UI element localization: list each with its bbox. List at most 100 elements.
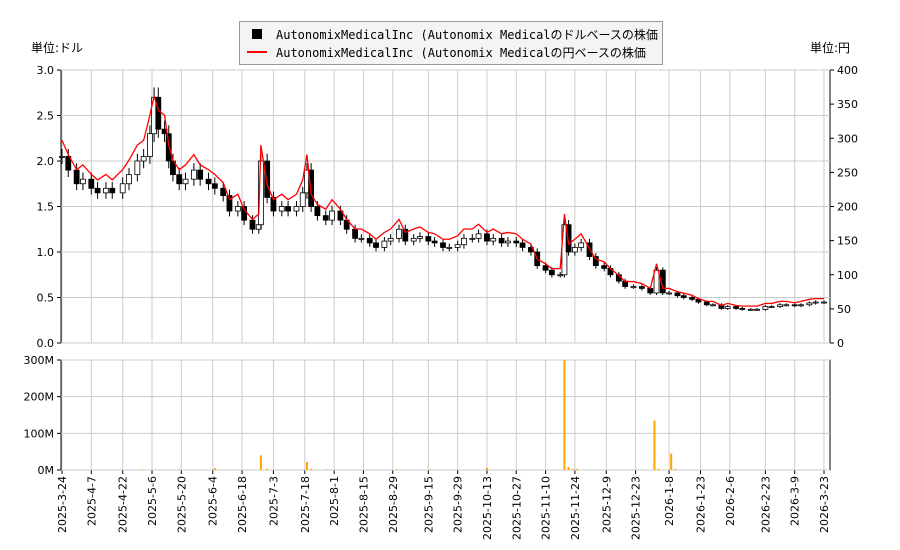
legend: AutonomixMedicalInc (Autonomix Medicalのド…	[239, 21, 663, 65]
x-tick-label: 2025-11-24	[569, 476, 582, 540]
x-tick-label: 2026-1-23	[694, 476, 707, 533]
candle	[155, 96, 162, 130]
candle	[542, 265, 549, 271]
volume-panel	[60, 359, 831, 471]
left-y-tick-label: 2.5	[37, 110, 55, 123]
candle	[504, 240, 511, 244]
candle	[454, 244, 461, 248]
candle	[337, 210, 344, 221]
left-y-tick-label: 1.5	[37, 201, 55, 214]
candle	[65, 156, 72, 171]
volume-bar	[305, 461, 308, 470]
x-tick-label: 2025-9-15	[422, 476, 435, 533]
candle	[724, 306, 731, 309]
candle	[293, 206, 300, 212]
candle	[768, 306, 775, 309]
x-tick-label: 2025-7-18	[299, 476, 312, 533]
candle	[498, 237, 505, 244]
x-tick-label: 2026-2-23	[759, 476, 772, 533]
left-y-tick-label: 3.0	[37, 64, 55, 77]
volume-bar	[140, 469, 143, 470]
x-tick-label: 2026-2-6	[724, 476, 737, 526]
candle	[791, 304, 798, 307]
candle	[73, 169, 80, 185]
candle	[190, 169, 197, 180]
volume-bar	[266, 468, 269, 470]
candle	[402, 228, 409, 242]
candle	[103, 187, 109, 194]
x-tick-label: 2025-8-15	[357, 476, 370, 533]
candle	[387, 237, 394, 242]
right-y-tick-label: 350	[837, 98, 858, 111]
x-tick-label: 2025-3-24	[56, 476, 69, 533]
right-y-tick-label: 50	[837, 303, 851, 316]
candle	[680, 295, 687, 298]
left-y-tick-label: 2.0	[37, 155, 55, 168]
candle	[322, 215, 329, 221]
legend-label: AutonomixMedicalInc (Autonomix Medicalのド…	[276, 27, 658, 42]
x-tick-label: 2025-12-9	[600, 476, 613, 533]
volume-bar	[670, 453, 673, 470]
candle	[806, 302, 813, 306]
candle	[659, 269, 666, 294]
candle	[373, 242, 379, 248]
candle	[425, 236, 432, 242]
candle	[754, 308, 760, 311]
candle	[475, 233, 482, 239]
candle	[440, 242, 446, 248]
x-tick-label: 2025-8-29	[387, 476, 400, 533]
x-tick-label: 2025-5-20	[175, 476, 188, 533]
x-tick-label: 2025-5-6	[146, 476, 159, 526]
volume-bar	[310, 468, 313, 470]
candle	[197, 169, 204, 180]
candle	[571, 247, 578, 253]
right-y-tick-label: 0	[837, 337, 844, 350]
candle	[396, 228, 402, 239]
x-tick-label: 2025-10-27	[510, 476, 523, 540]
candle	[601, 265, 608, 269]
x-tick-label: 2025-6-18	[236, 476, 249, 533]
candle	[381, 240, 388, 248]
candle	[366, 237, 373, 244]
legend-swatch-square-icon	[252, 29, 262, 39]
volume-bar	[653, 420, 656, 470]
candle	[703, 301, 710, 306]
candle	[264, 160, 271, 198]
candle	[241, 206, 248, 221]
candle	[249, 219, 256, 230]
right-y-tick-label: 150	[837, 235, 858, 248]
candle	[638, 286, 645, 289]
candle	[565, 224, 572, 253]
candle	[689, 297, 696, 300]
candle	[59, 156, 65, 158]
volume-bar	[395, 469, 398, 470]
legend-item-jpy: AutonomixMedicalInc (Autonomix Medicalの円…	[246, 43, 646, 61]
candle	[431, 240, 438, 244]
candle	[205, 178, 212, 185]
candle	[469, 237, 476, 240]
candle	[211, 183, 218, 189]
legend-item-usd: AutonomixMedicalInc (Autonomix Medicalのド…	[246, 25, 658, 43]
candle	[126, 174, 132, 185]
volume-bar	[674, 468, 677, 470]
candle	[220, 187, 227, 196]
right-y-tick-label: 250	[837, 166, 858, 179]
left-unit-label: 単位:ドル	[31, 41, 84, 55]
candle	[446, 247, 453, 249]
candle	[798, 304, 804, 307]
x-tick-label: 2026-3-9	[789, 476, 802, 526]
jpy-price-line	[61, 95, 824, 307]
volume-bar	[575, 468, 578, 470]
candle	[519, 242, 526, 248]
candle	[119, 183, 126, 194]
candle	[733, 306, 739, 309]
x-tick-label: 2025-11-10	[540, 476, 553, 540]
candle	[666, 292, 672, 295]
right-y-tick-label: 200	[837, 201, 858, 214]
candle	[147, 133, 153, 157]
candle	[410, 237, 417, 242]
candle	[278, 206, 285, 212]
candle	[762, 306, 769, 310]
candle	[182, 178, 189, 185]
volume-tick-label: 100M	[24, 427, 55, 440]
